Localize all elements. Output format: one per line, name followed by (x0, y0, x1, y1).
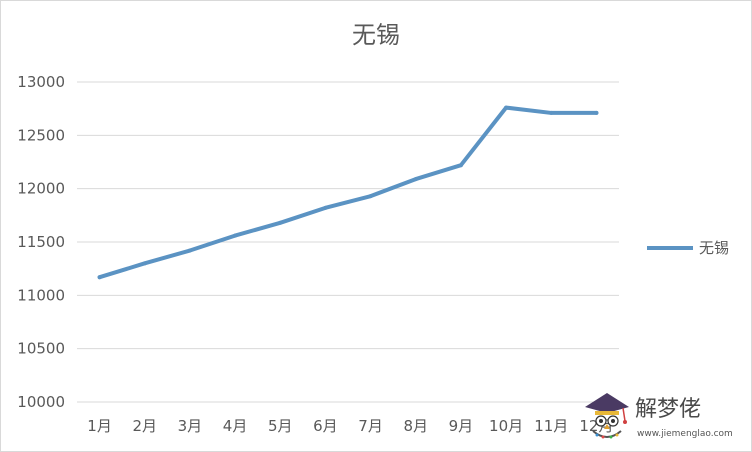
data-point (458, 163, 463, 168)
data-point (368, 194, 373, 199)
chart-legend: 无锡 (647, 237, 729, 258)
data-point (233, 233, 238, 238)
y-tick-label: 12500 (17, 126, 65, 144)
data-point (142, 261, 147, 266)
x-tick-label: 11月 (534, 417, 568, 435)
watermark-title: 解梦佬 (635, 397, 702, 422)
y-tick-label: 11500 (17, 233, 65, 251)
x-tick-label: 8月 (403, 417, 428, 435)
x-tick-label: 1月 (87, 417, 112, 435)
y-tick-label: 10500 (17, 340, 65, 358)
y-tick-label: 11000 (17, 286, 65, 304)
series-line (97, 105, 599, 280)
data-point (549, 110, 554, 115)
data-point (323, 205, 328, 210)
chart-title: 无锡 (352, 21, 400, 49)
y-tick-label: 13000 (17, 73, 65, 91)
x-tick-label: 5月 (268, 417, 293, 435)
x-axis-tick-labels: 1月 2月 3月 4月 5月 6月 7月 8月 9月 10月 11月 12月 (87, 417, 613, 435)
watermark: 解梦佬 www.jiemenglao.com (579, 387, 751, 451)
data-point (504, 105, 509, 110)
grid-lines (77, 81, 619, 403)
series-lines (97, 105, 599, 280)
y-tick-label: 12000 (17, 180, 65, 198)
x-tick-label: 10月 (489, 417, 523, 435)
data-point (278, 220, 283, 225)
y-axis-tick-labels: 10000 10500 11000 11500 12000 12500 13000 (17, 73, 65, 411)
x-tick-label: 4月 (223, 417, 248, 435)
x-tick-label: 6月 (313, 417, 338, 435)
y-tick-label: 10000 (17, 393, 65, 411)
x-tick-label: 7月 (358, 417, 383, 435)
data-point (187, 248, 192, 253)
data-point (97, 275, 102, 280)
x-tick-label: 9月 (449, 417, 474, 435)
watermark-url: www.jiemenglao.com (637, 429, 733, 439)
data-point (594, 110, 599, 115)
x-tick-label: 3月 (178, 417, 203, 435)
x-tick-label: 2月 (132, 417, 157, 435)
legend-label: 无锡 (699, 239, 730, 257)
legend-swatch-line (647, 245, 693, 250)
owl-logo-icon (585, 393, 629, 439)
data-point (413, 177, 418, 182)
